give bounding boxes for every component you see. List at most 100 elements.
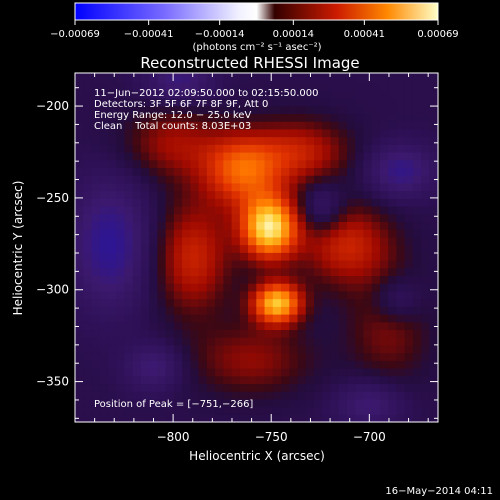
heatmap-cell bbox=[421, 352, 430, 361]
heatmap-cell bbox=[371, 144, 381, 153]
heatmap-cell bbox=[322, 90, 332, 99]
heatmap-cell bbox=[412, 205, 422, 215]
heatmap-cell bbox=[355, 82, 365, 91]
heatmap-cell bbox=[429, 159, 439, 169]
heatmap-cell bbox=[239, 90, 249, 99]
heatmap-cell bbox=[289, 74, 299, 84]
heatmap-cell bbox=[132, 74, 142, 84]
heatmap-cell bbox=[215, 198, 224, 207]
heatmap-cell bbox=[223, 136, 233, 145]
heatmap-cell bbox=[107, 74, 117, 84]
heatmap-cell bbox=[157, 213, 167, 223]
heatmap-cell bbox=[75, 406, 84, 415]
heatmap-cell bbox=[75, 391, 84, 400]
heatmap-cell bbox=[206, 252, 216, 261]
heatmap-cell bbox=[198, 298, 208, 307]
heatmap-cell bbox=[388, 383, 397, 392]
heatmap-cell bbox=[99, 313, 109, 323]
heatmap-cell bbox=[388, 391, 397, 400]
heatmap-cell bbox=[190, 414, 200, 423]
heatmap-cell bbox=[140, 90, 150, 99]
heatmap-cell bbox=[132, 167, 142, 176]
heatmap-cell bbox=[281, 275, 290, 284]
heatmap-cell bbox=[231, 275, 241, 284]
heatmap-cell bbox=[91, 151, 101, 161]
heatmap-cell bbox=[157, 82, 167, 91]
heatmap-cell bbox=[116, 290, 126, 300]
heatmap-cell bbox=[297, 352, 307, 361]
heatmap-cell bbox=[289, 259, 299, 269]
heatmap-cell bbox=[190, 368, 200, 377]
heatmap-cell bbox=[297, 267, 307, 277]
heatmap-cell bbox=[198, 90, 208, 99]
heatmap-cell bbox=[388, 113, 397, 122]
heatmap-cell bbox=[149, 144, 159, 153]
heatmap-cell bbox=[91, 391, 101, 400]
heatmap-cell bbox=[297, 221, 307, 230]
heatmap-cell bbox=[99, 329, 109, 338]
heatmap-cell bbox=[289, 352, 299, 361]
heatmap-cell bbox=[355, 198, 365, 207]
heatmap-cell bbox=[421, 190, 430, 199]
heatmap-cell bbox=[396, 136, 406, 145]
heatmap-cell bbox=[149, 360, 159, 369]
heatmap-cell bbox=[215, 229, 224, 238]
heatmap-cell bbox=[322, 236, 332, 246]
heatmap-cell bbox=[313, 198, 323, 207]
heatmap-cell bbox=[264, 97, 274, 107]
heatmap-cell bbox=[363, 344, 373, 354]
heatmap-cell bbox=[223, 190, 233, 199]
heatmap-cell bbox=[231, 252, 241, 261]
heatmap-cell bbox=[157, 298, 167, 307]
heatmap-cell bbox=[124, 175, 134, 184]
heatmap-cell bbox=[355, 190, 365, 199]
heatmap-cell bbox=[379, 151, 389, 161]
heatmap-cell bbox=[248, 213, 257, 223]
heatmap-cell bbox=[140, 298, 150, 307]
heatmap-cell bbox=[165, 259, 175, 269]
heatmap-cell bbox=[388, 90, 397, 99]
heatmap-cell bbox=[223, 167, 233, 176]
heatmap-cell bbox=[157, 97, 167, 107]
heatmap-cell bbox=[124, 244, 134, 253]
heatmap-cell bbox=[388, 144, 397, 153]
heatmap-cell bbox=[215, 375, 224, 385]
heatmap-cell bbox=[124, 275, 134, 284]
heatmap-cell bbox=[91, 414, 101, 423]
heatmap-cell bbox=[99, 90, 109, 99]
heatmap-cell bbox=[248, 375, 257, 385]
heatmap-cell bbox=[99, 205, 109, 215]
heatmap-cell bbox=[231, 144, 241, 153]
heatmap-cell bbox=[206, 90, 216, 99]
heatmap-cell bbox=[256, 344, 266, 354]
heatmap-cell bbox=[388, 352, 397, 361]
heatmap-cell bbox=[429, 236, 439, 246]
heatmap-cell bbox=[157, 136, 167, 145]
heatmap-cell bbox=[140, 213, 150, 223]
heatmap-cell bbox=[412, 337, 422, 346]
heatmap-cell bbox=[404, 236, 414, 246]
heatmap-cell bbox=[412, 290, 422, 300]
y-tick-label: −200 bbox=[36, 99, 69, 113]
heatmap-cell bbox=[173, 344, 183, 354]
heatmap-cell bbox=[132, 244, 142, 253]
heatmap-cell bbox=[157, 128, 167, 138]
heatmap-cell bbox=[182, 344, 191, 354]
heatmap-cell bbox=[256, 236, 266, 246]
heatmap-cell bbox=[289, 213, 299, 223]
heatmap-cell bbox=[239, 198, 249, 207]
heatmap-cell bbox=[256, 368, 266, 377]
heatmap-cell bbox=[355, 414, 365, 423]
heatmap-cell bbox=[75, 337, 84, 346]
heatmap-cell bbox=[157, 90, 167, 99]
heatmap-cell bbox=[396, 352, 406, 361]
heatmap-cell bbox=[140, 105, 150, 115]
heatmap-cell bbox=[421, 368, 430, 377]
heatmap-cell bbox=[75, 329, 84, 338]
heatmap-cell bbox=[281, 398, 290, 408]
heatmap-cell bbox=[305, 306, 315, 315]
heatmap-cell bbox=[256, 352, 266, 361]
heatmap-cell bbox=[297, 198, 307, 207]
heatmap-cells bbox=[75, 73, 439, 423]
heatmap-cell bbox=[140, 290, 150, 300]
